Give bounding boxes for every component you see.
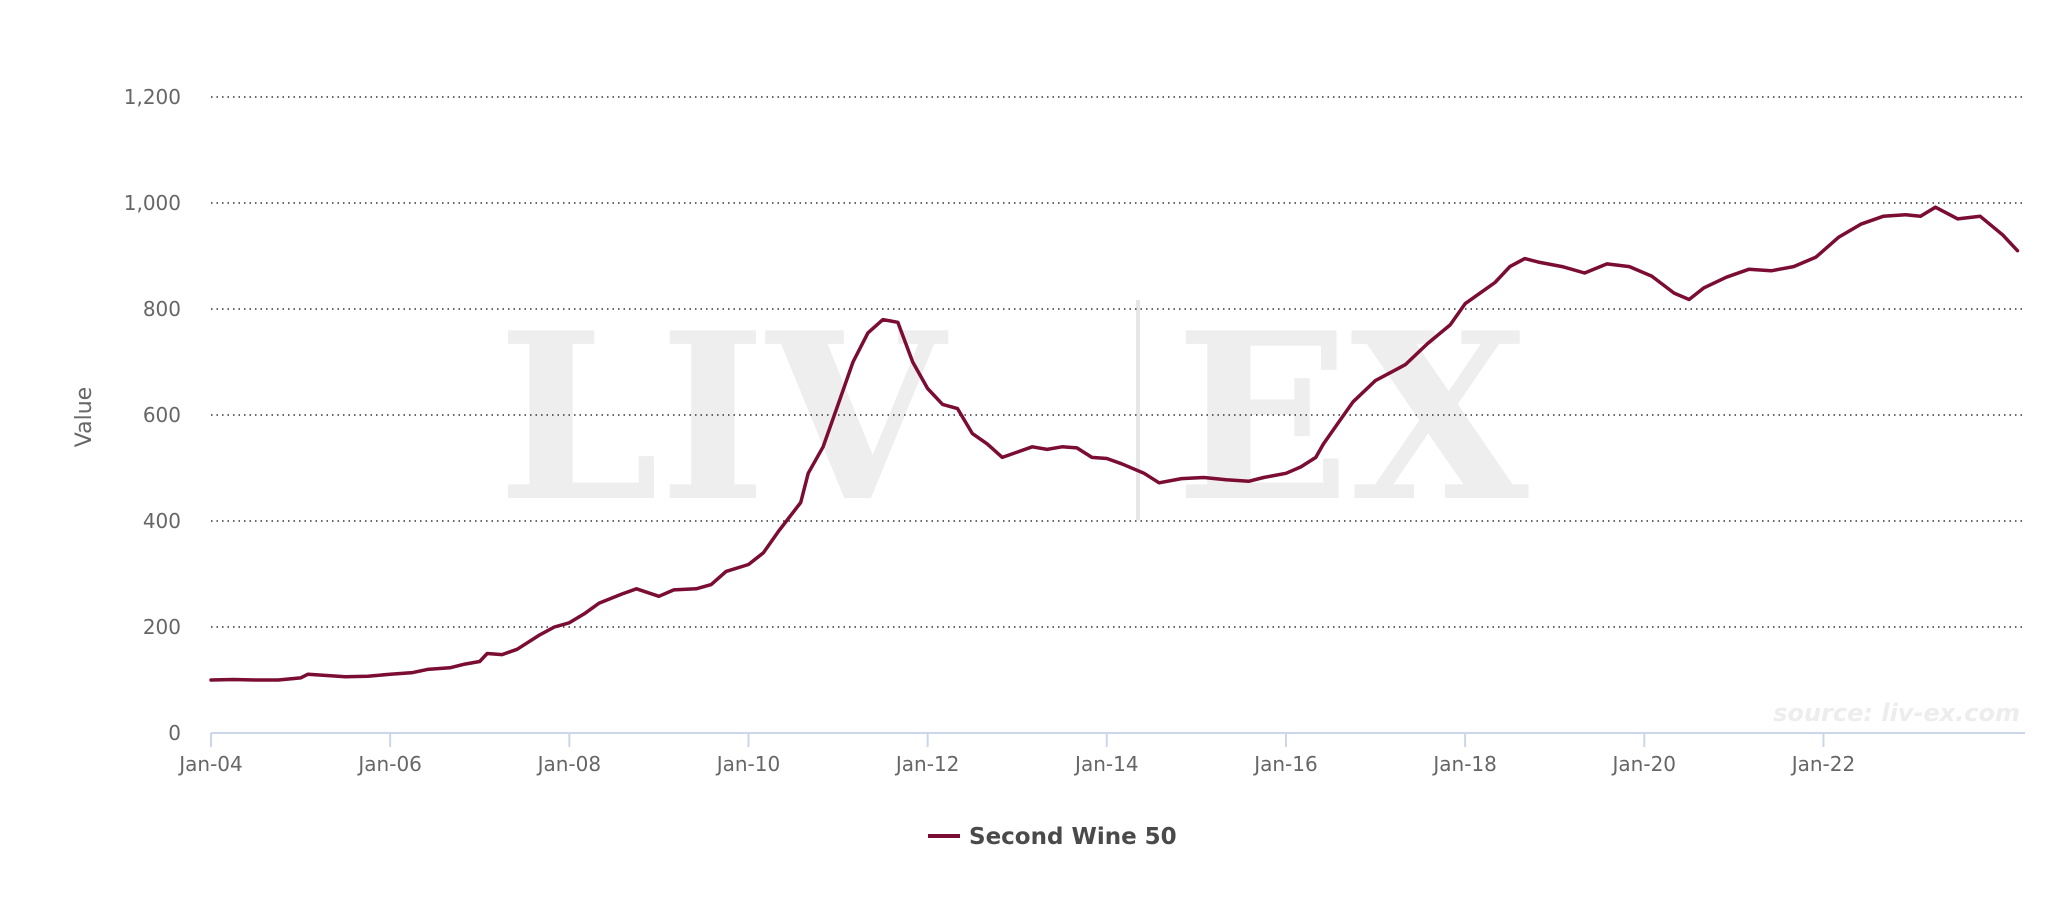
x-tick-label: Jan-08	[536, 752, 602, 776]
series-line[interactable]	[209, 205, 2020, 682]
x-tick-label: Jan-14	[1073, 752, 1139, 776]
x-tick-label: Jan-04	[177, 752, 243, 776]
x-tick-label: Jan-20	[1611, 752, 1677, 776]
x-axis: Jan-04 Jan-06 Jan-08 Jan-10 Jan-12 Jan-14 Jan-…	[177, 732, 2025, 776]
x-tick-label: Jan-10	[715, 752, 781, 776]
legend[interactable]: Second Wine 50	[928, 824, 1177, 850]
y-tick-label: 1,200	[124, 85, 181, 109]
x-tick-label: Jan-16	[1252, 752, 1318, 776]
gridlines	[211, 96, 2025, 628]
legend-item-label[interactable]: Second Wine 50	[969, 824, 1177, 850]
x-tick-label: Jan-06	[356, 752, 422, 776]
x-tick-label: Jan-12	[894, 752, 960, 776]
x-tick-label: Jan-22	[1790, 752, 1856, 776]
y-tick-label: 200	[143, 615, 181, 639]
series-lines	[209, 205, 2020, 682]
y-tick-label: 800	[143, 297, 181, 321]
source-credit: source: liv-ex.com	[1773, 699, 2020, 727]
watermark-logo: LIV EX	[497, 283, 1529, 553]
y-tick-label: 0	[168, 721, 181, 745]
y-tick-label: 600	[143, 403, 181, 427]
y-tick-label: 400	[143, 509, 181, 533]
y-axis-title: Value	[72, 387, 97, 447]
x-tick-label: Jan-18	[1431, 752, 1497, 776]
watermark-right: EX	[1175, 283, 1529, 553]
y-tick-label: 1,000	[124, 191, 181, 215]
y-axis-ticks: 0 200 400 600 800 1,000 1,200	[124, 85, 181, 745]
